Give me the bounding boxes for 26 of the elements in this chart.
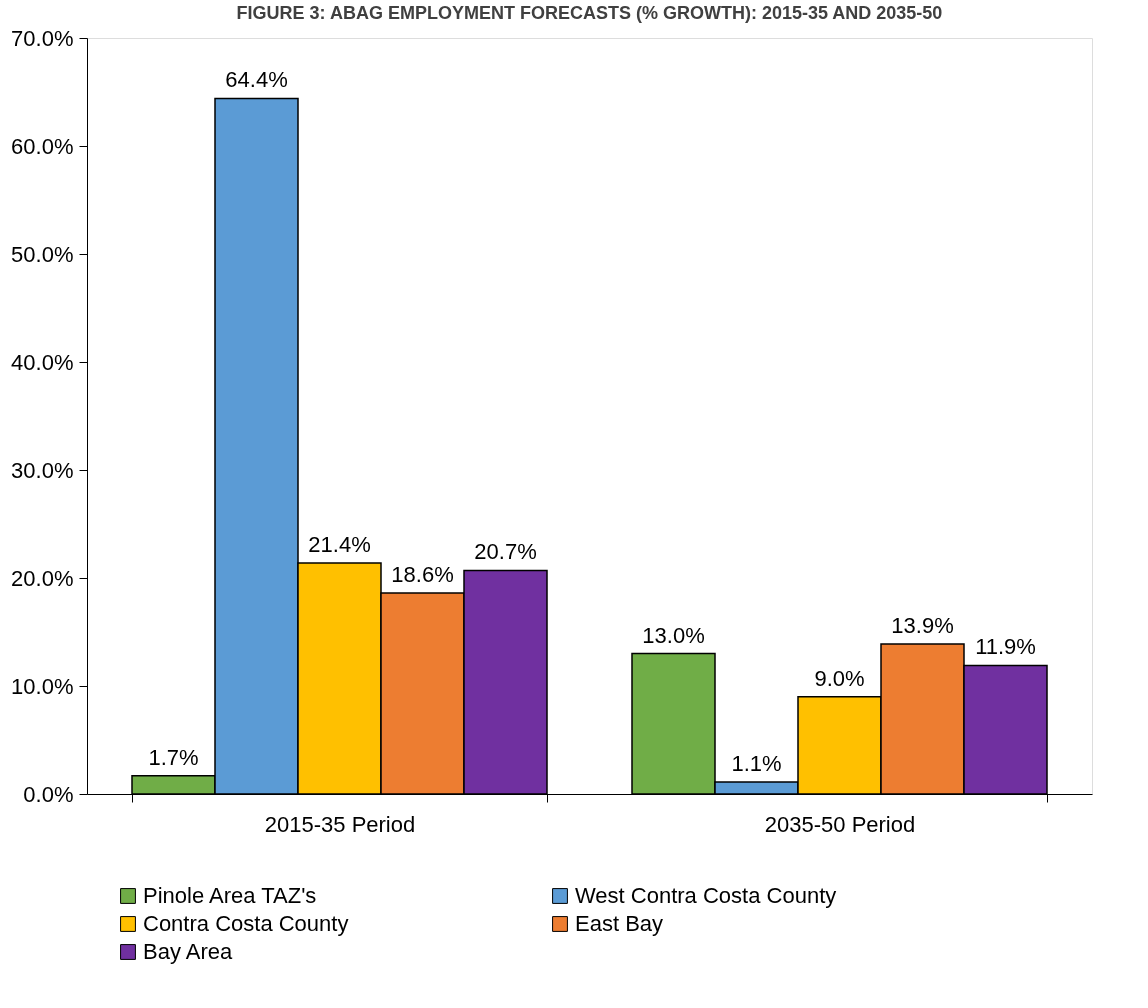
data-label: 11.9% (975, 634, 1036, 660)
x-tick-label: 2015-35 Period (264, 811, 416, 837)
data-label: 64.4% (225, 67, 288, 93)
data-label: 20.7% (474, 539, 537, 565)
data-label: 21.4% (308, 531, 371, 557)
y-tick-label: 40.0% (11, 349, 74, 375)
data-label: 18.6% (391, 562, 454, 588)
legend-label: Pinole Area TAZ's (143, 883, 317, 908)
data-label: 13.0% (642, 622, 705, 648)
legend-label: Bay Area (143, 939, 234, 964)
legend-label: Contra Costa County (143, 911, 349, 936)
y-tick-label: 10.0% (11, 673, 74, 699)
data-label: 13.9% (891, 612, 954, 638)
data-label: 1.1% (731, 751, 782, 777)
y-tick-label: 60.0% (11, 133, 74, 159)
legend-label: East Bay (575, 911, 664, 936)
y-tick-label: 0.0% (23, 781, 74, 807)
legend-label: West Contra Costa County (575, 883, 837, 908)
y-tick-label: 20.0% (11, 565, 74, 591)
y-tick-label: 70.0% (11, 25, 74, 51)
data-label: 9.0% (814, 665, 865, 691)
chart-title: FIGURE 3: ABAG EMPLOYMENT FORECASTS (% GROWTH): 2015-35 AND 2035-50 (236, 3, 943, 23)
x-tick-label: 2035-50 Period (764, 811, 916, 837)
data-label: 1.7% (148, 744, 199, 770)
y-tick-label: 30.0% (11, 457, 74, 483)
y-tick-label: 50.0% (11, 241, 74, 267)
